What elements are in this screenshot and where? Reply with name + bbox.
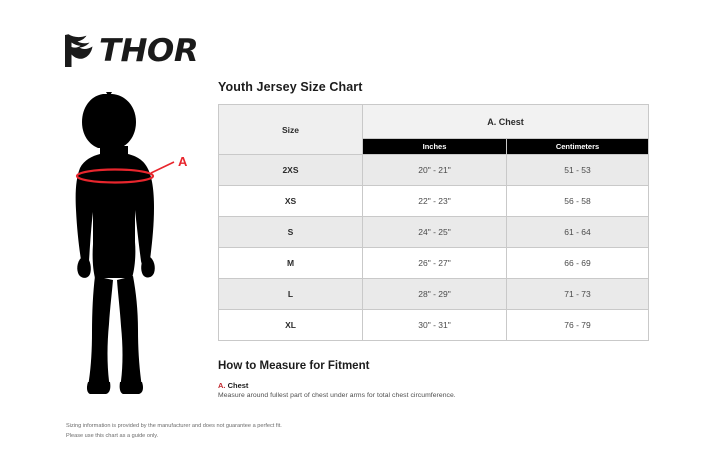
disclaimer-line-1: Sizing information is provided by the ma… bbox=[66, 423, 282, 429]
cell-cm: 61 - 64 bbox=[505, 216, 650, 248]
measurement-figure: A bbox=[62, 92, 212, 397]
disclaimer: Sizing information is provided by the ma… bbox=[66, 422, 486, 442]
thor-logo: THOR bbox=[62, 30, 232, 72]
column-header-inches: Inches bbox=[362, 138, 507, 155]
column-group-header-chest: A. Chest bbox=[361, 103, 650, 140]
how-to-measure-title: How to Measure for Fitment bbox=[218, 360, 370, 372]
column-header-size: Size bbox=[218, 104, 363, 155]
disclaimer-line-2: Please use this chart as a guide only. bbox=[66, 432, 159, 439]
brand-wordmark: THOR bbox=[99, 32, 199, 69]
measure-entry-letter: A. bbox=[218, 381, 226, 390]
cell-cm: 51 - 53 bbox=[505, 154, 650, 186]
measure-entry-description: Measure around fullest part of chest und… bbox=[218, 392, 456, 399]
child-silhouette-illustration: A bbox=[75, 92, 188, 394]
table-row: M 26" - 27" 66 - 69 bbox=[218, 247, 650, 279]
cell-cm: 66 - 69 bbox=[505, 247, 650, 279]
measure-leader-line bbox=[150, 161, 175, 174]
table-row: XS 22" - 23" 56 - 58 bbox=[218, 185, 650, 217]
cell-size: M bbox=[218, 247, 363, 279]
cell-inches: 30" - 31" bbox=[362, 309, 507, 341]
measure-entry-name: Chest bbox=[227, 381, 249, 390]
cell-inches: 22" - 23" bbox=[362, 185, 507, 217]
measure-point-label-a: A bbox=[178, 154, 188, 169]
cell-inches: 26" - 27" bbox=[362, 247, 507, 279]
table-row: S 24" - 25" 61 - 64 bbox=[218, 216, 650, 248]
cell-cm: 76 - 79 bbox=[505, 309, 650, 341]
page-title: Youth Jersey Size Chart bbox=[218, 80, 363, 94]
chart-content: Youth Jersey Size Chart Size A. Chest In… bbox=[218, 80, 650, 399]
cell-size: XS bbox=[218, 185, 363, 217]
table-body: 2XS 20" - 21" 51 - 53 XS 22" - 23" 56 - … bbox=[218, 154, 650, 341]
cell-size: XL bbox=[218, 309, 363, 341]
table-header: Size A. Chest Inches Centimeters bbox=[218, 103, 650, 155]
how-to-measure-section: How to Measure for Fitment A. Chest Meas… bbox=[218, 360, 648, 399]
cell-size: S bbox=[218, 216, 363, 248]
cell-inches: 20" - 21" bbox=[362, 154, 507, 186]
cell-size: L bbox=[218, 278, 363, 310]
chest-measure-ellipse bbox=[75, 168, 155, 184]
table-row: 2XS 20" - 21" 51 - 53 bbox=[218, 154, 650, 186]
cell-cm: 71 - 73 bbox=[505, 278, 650, 310]
table-row: L 28" - 29" 71 - 73 bbox=[218, 278, 650, 310]
thor-emblem-icon bbox=[65, 34, 93, 67]
size-table: Size A. Chest Inches Centimeters 2XS 20"… bbox=[218, 103, 650, 341]
cell-inches: 28" - 29" bbox=[362, 278, 507, 310]
cell-size: 2XS bbox=[218, 154, 363, 186]
column-header-centimeters: Centimeters bbox=[505, 138, 650, 155]
cell-cm: 56 - 58 bbox=[505, 185, 650, 217]
measure-entry-label: A. Chest bbox=[218, 381, 648, 390]
cell-inches: 24" - 25" bbox=[362, 216, 507, 248]
table-row: XL 30" - 31" 76 - 79 bbox=[218, 309, 650, 341]
silhouette-body bbox=[75, 92, 155, 394]
